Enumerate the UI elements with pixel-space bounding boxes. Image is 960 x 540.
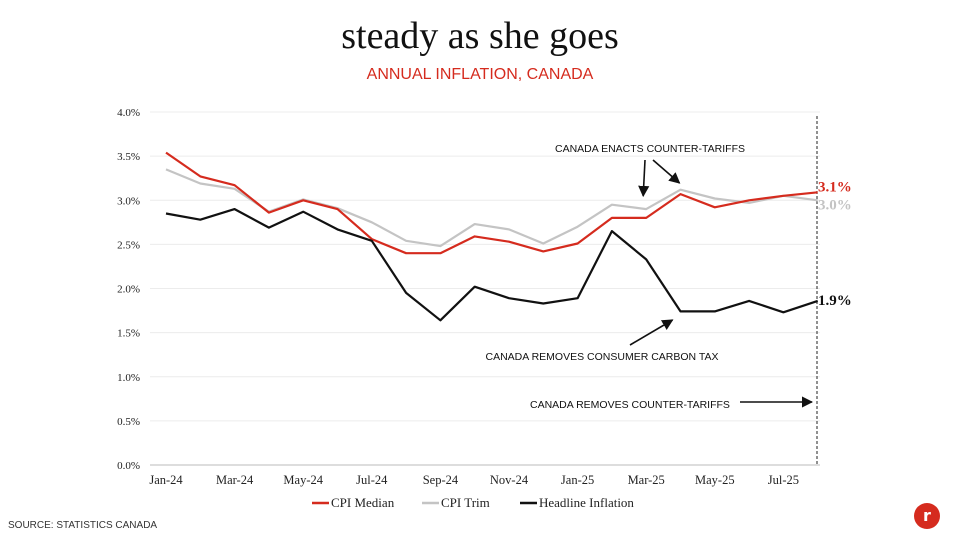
series-lines — [165, 151, 819, 322]
end-label-headline-inflation: 1.9% — [818, 293, 852, 309]
y-tick-label: 1.0% — [117, 372, 140, 384]
annotations: CANADA ENACTS COUNTER-TARIFFS CANADA REMO… — [486, 143, 814, 411]
series-line-cpi-median — [165, 151, 818, 255]
x-tick-label: Nov-24 — [490, 473, 529, 487]
annotation-arrow — [638, 159, 650, 198]
y-axis: 0.0% 0.5% 1.0% 1.5% 2.0% 2.5% 3.0% 3.5% 4.0% — [117, 107, 140, 472]
x-tick-label: Jul-24 — [356, 473, 388, 487]
annotation-counter-tariffs-removed: CANADA REMOVES COUNTER-TARIFFS — [530, 399, 730, 411]
y-tick-label: 2.0% — [117, 284, 140, 296]
x-axis: Jan-24 Mar-24 May-24 Jul-24 Sep-24 Nov-24 Jan-… — [149, 464, 820, 487]
y-tick-label: 0.5% — [117, 416, 140, 428]
x-tick-label: May-25 — [695, 473, 735, 487]
x-tick-label: Mar-25 — [628, 473, 665, 487]
x-tick-label: Jan-24 — [149, 473, 183, 487]
series-end-labels: 3.1% 3.0% 1.9% — [818, 179, 852, 309]
legend-label: CPI Median — [331, 495, 395, 510]
annotation-arrow — [652, 159, 681, 184]
annotation-counter-tariffs-enacted: CANADA ENACTS COUNTER-TARIFFS — [555, 143, 745, 155]
legend-label: Headline Inflation — [539, 495, 634, 510]
page-subtitle: ANNUAL INFLATION, CANADA — [366, 66, 594, 83]
y-tick-label: 0.0% — [117, 460, 140, 472]
legend: CPI Median CPI Trim Headline Inflation — [312, 495, 634, 510]
gridlines — [150, 111, 820, 422]
series-line-headline-inflation — [165, 208, 819, 322]
x-tick-label: Mar-24 — [216, 473, 254, 487]
y-tick-label: 3.0% — [117, 195, 140, 207]
end-label-cpi-median: 3.1% — [818, 179, 852, 195]
source-note: SOURCE: STATISTICS CANADA — [8, 520, 158, 531]
y-tick-label: 2.5% — [117, 239, 140, 251]
legend-label: CPI Trim — [441, 495, 490, 510]
x-tick-label: Sep-24 — [423, 473, 459, 487]
x-tick-label: Jan-25 — [561, 473, 594, 487]
end-label-cpi-trim: 3.0% — [818, 197, 852, 213]
y-tick-label: 1.5% — [117, 328, 140, 340]
brand-logo: r — [914, 503, 940, 529]
y-tick-label: 4.0% — [117, 107, 140, 119]
annotation-carbon-tax-removed: CANADA REMOVES CONSUMER CARBON TAX — [486, 351, 719, 363]
y-tick-label: 3.5% — [117, 151, 140, 163]
x-tick-label: Jul-25 — [768, 473, 799, 487]
annotation-arrow — [629, 319, 674, 346]
page-title: steady as she goes — [341, 15, 619, 57]
x-tick-label: May-24 — [283, 473, 323, 487]
